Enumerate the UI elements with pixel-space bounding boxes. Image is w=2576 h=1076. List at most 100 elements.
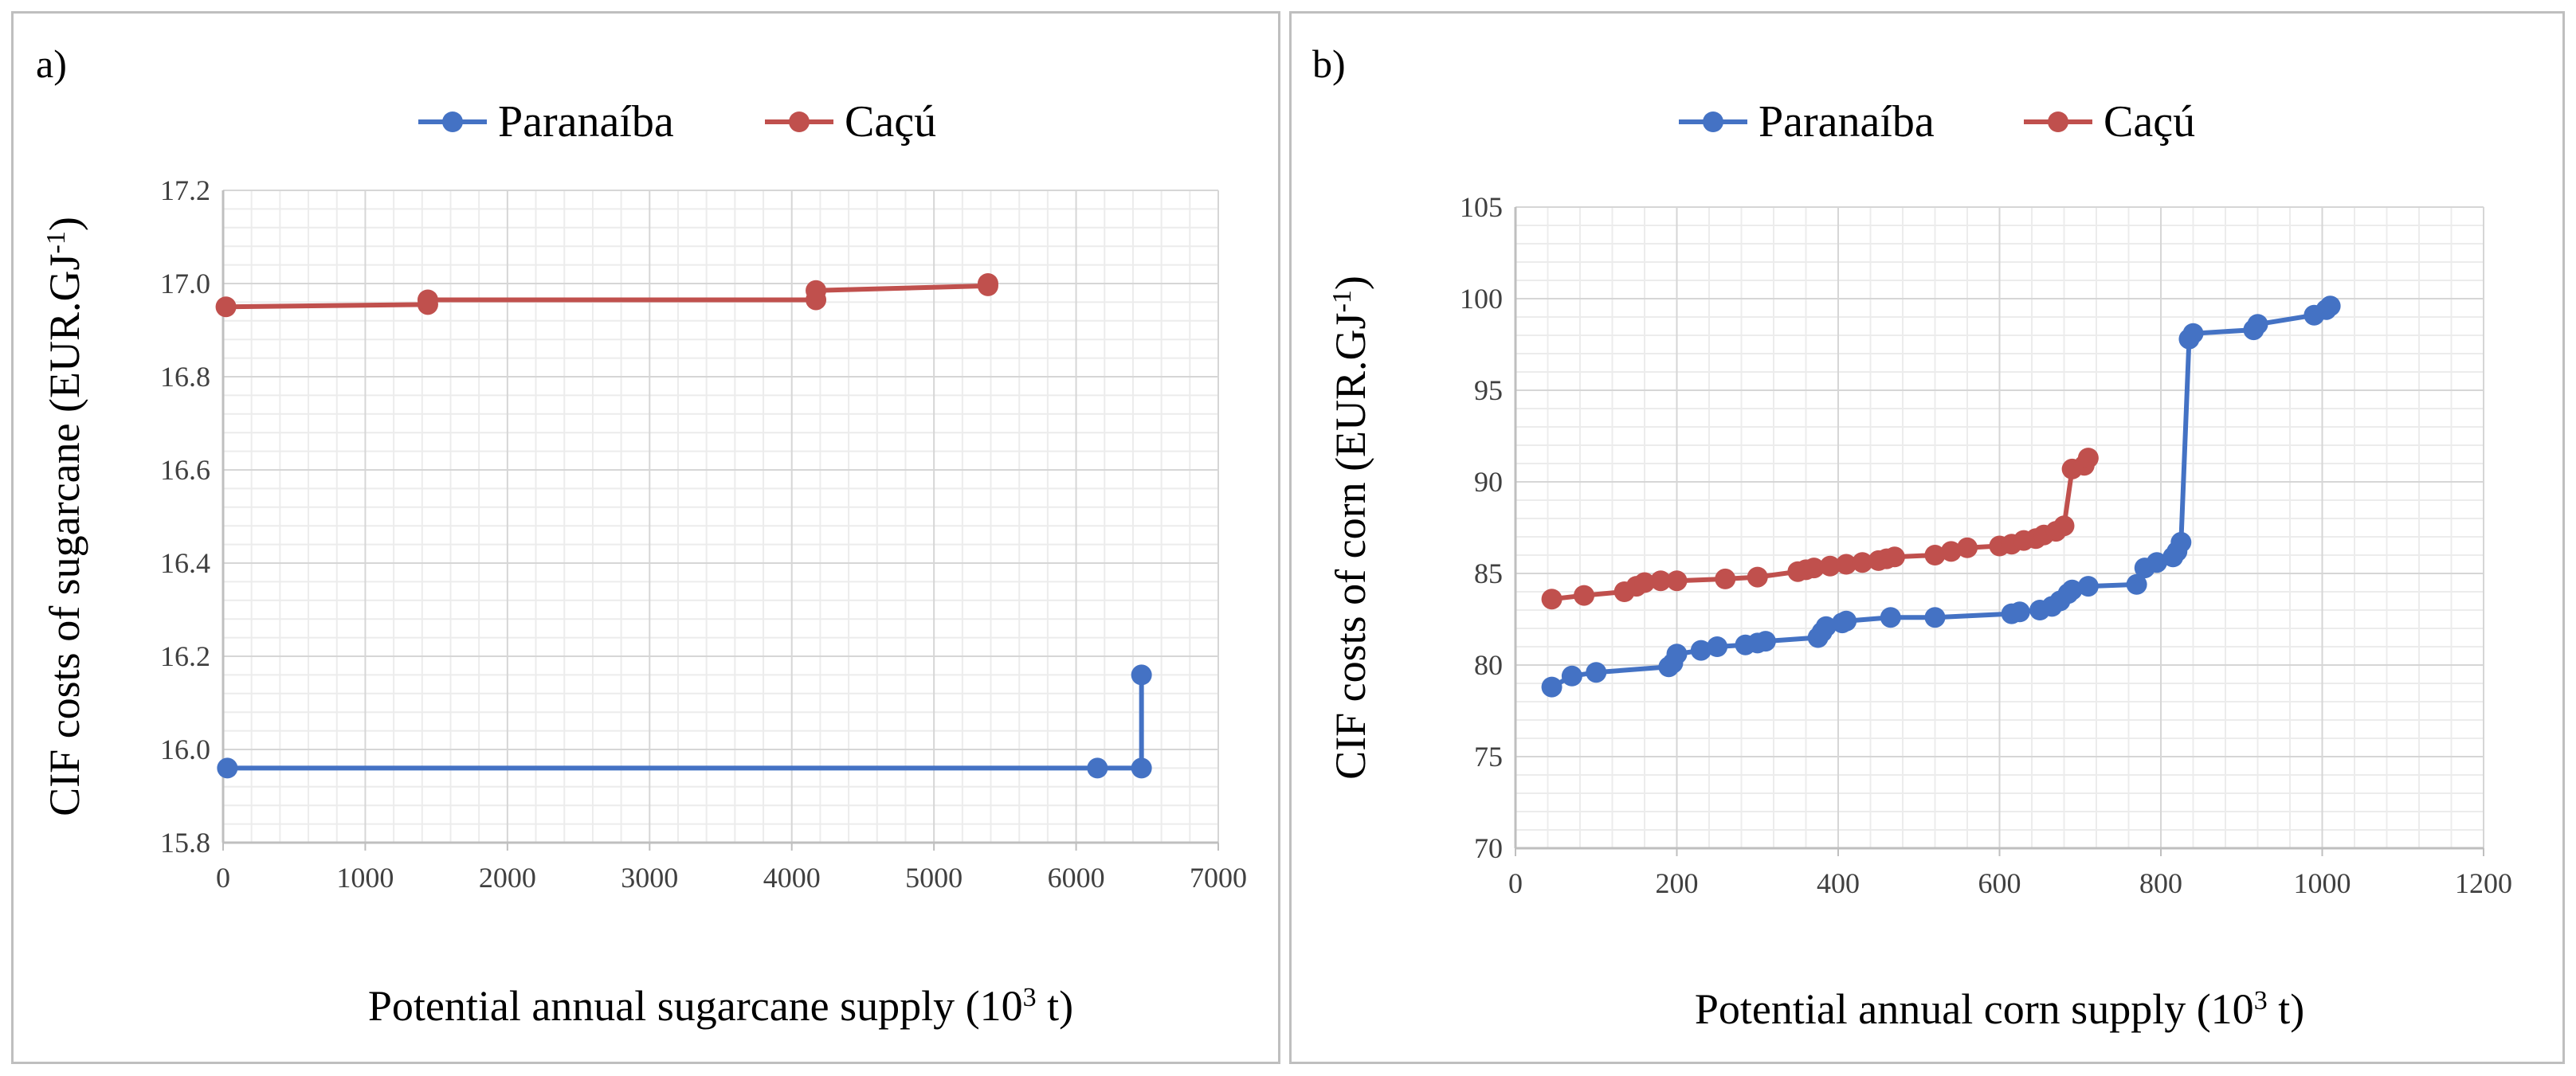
major-gridlines	[222, 190, 1219, 851]
y-tick-label: 95	[1474, 374, 1503, 406]
legend-label: Caçú	[845, 97, 936, 147]
x-tick-label: 200	[1656, 867, 1699, 899]
y-tick-label: 16.6	[160, 454, 210, 486]
chart-a: 0 1000 2000 3000 4000 5000 6000 7000 15.8 16.0 16.…	[36, 41, 1247, 1030]
legend-marker	[442, 112, 463, 132]
x-axis-title-main: Potential annual sugarcane supply (10	[368, 982, 1023, 1030]
data-point	[1634, 572, 1655, 593]
data-point	[1957, 537, 1978, 558]
data-point	[1541, 589, 1562, 610]
series	[1541, 448, 2099, 610]
data-point	[1574, 585, 1595, 606]
y-axis-title-main: CIF costs of corn (EUR.GJ	[1327, 312, 1374, 779]
data-point	[2009, 601, 2030, 623]
data-point	[1666, 644, 1688, 665]
data-point	[2077, 448, 2099, 469]
y-tick-label: 105	[1460, 191, 1503, 223]
data-point	[1131, 757, 1152, 779]
data-point	[1541, 676, 1562, 698]
data-point	[1852, 552, 1873, 573]
x-tick-label: 5000	[905, 862, 963, 894]
y-axis-title-end: )	[1327, 276, 1374, 290]
x-axis-title: Potential annual sugarcane supply (103 t…	[368, 982, 1073, 1030]
data-point	[2061, 579, 2083, 601]
legend-label: Paranaíba	[1759, 97, 1935, 147]
series	[1541, 295, 2341, 698]
data-point	[2146, 552, 2167, 573]
x-axis-title-superscript: 3	[1023, 983, 1037, 1012]
y-tick-label: 16.8	[160, 361, 210, 393]
data-point	[2170, 531, 2192, 553]
y-axis-title-superscript: -1	[1327, 290, 1357, 312]
x-tick-label: 1200	[2455, 867, 2512, 899]
x-axis-title-main: Potential annual corn supply (10	[1695, 985, 2254, 1033]
panel-label: b)	[1312, 41, 1346, 86]
x-tick-label: 800	[2139, 867, 2182, 899]
y-tick-label: 16.2	[160, 640, 210, 672]
data-point	[2182, 323, 2204, 344]
y-tick-label: 16.4	[160, 547, 210, 579]
legend-label: Paranaíba	[498, 97, 674, 147]
x-tick-label: 1000	[336, 862, 394, 894]
x-tick-label: 7000	[1190, 862, 1247, 894]
data-point	[1819, 555, 1841, 577]
x-axis-title: Potential annual corn supply (103 t)	[1695, 985, 2304, 1033]
data-point	[2126, 573, 2147, 595]
data-point	[2319, 295, 2341, 317]
y-axis-title: CIF costs of corn (EUR.GJ-1)	[1327, 276, 1374, 780]
legend-item: Caçú	[2024, 97, 2195, 147]
x-axis-title-end: t)	[2268, 985, 2305, 1033]
legend-marker	[2048, 112, 2068, 132]
x-tick-label: 2000	[479, 862, 536, 894]
data-point	[1836, 610, 1857, 632]
y-tick-label: 85	[1474, 558, 1503, 589]
data-point	[1131, 664, 1152, 686]
data-point	[1803, 558, 1825, 579]
legend-item: Caçú	[765, 97, 936, 147]
data-point	[1940, 541, 1962, 562]
x-axis-title-superscript: 3	[2254, 986, 2268, 1015]
data-point	[1755, 631, 1776, 652]
y-axis-title-superscript: -1	[41, 231, 71, 253]
chart-panel-a: 0 1000 2000 3000 4000 5000 6000 7000 15.8 16.0 16.…	[11, 11, 1280, 1064]
data-point	[2053, 515, 2075, 537]
series	[215, 273, 998, 318]
data-point	[2247, 314, 2268, 335]
x-tick-label: 1000	[2294, 867, 2351, 899]
data-point	[1650, 570, 1672, 592]
y-tick-label: 75	[1474, 741, 1503, 773]
data-point	[1880, 607, 1901, 628]
y-tick-label: 17.0	[160, 268, 210, 299]
y-tick-label: 15.8	[160, 827, 210, 859]
data-point	[1884, 546, 1905, 568]
y-tick-label: 80	[1474, 649, 1503, 681]
y-tick-label: 90	[1474, 466, 1503, 498]
legend-label: Caçú	[2104, 97, 2195, 147]
data-point	[1087, 757, 1108, 779]
series-line	[227, 675, 1144, 771]
series	[217, 664, 1152, 779]
x-axis-title-end: t)	[1037, 982, 1074, 1030]
y-tick-label: 17.2	[160, 174, 210, 206]
chart-b: 0 200 400 600 800 1000 1200 70 75 80 85 90 95 100 105 b…	[1312, 41, 2512, 1033]
y-tick-label: 16.0	[160, 734, 210, 765]
x-tick-label: 6000	[1048, 862, 1105, 894]
series-line	[1551, 303, 2332, 690]
x-tick-label: 0	[1508, 867, 1523, 899]
data-point	[1690, 640, 1711, 661]
data-point	[1836, 554, 1857, 575]
legend-item: Paranaíba	[418, 97, 674, 147]
legend-marker	[789, 112, 810, 132]
series-line	[225, 283, 990, 310]
data-point	[1924, 545, 1946, 565]
chart-panel-b: 0 200 400 600 800 1000 1200 70 75 80 85 90 95 100 105 b…	[1289, 11, 2565, 1064]
legend-item: Paranaíba	[1679, 97, 1935, 147]
minor-gridlines	[223, 190, 1218, 843]
x-tick-label: 0	[216, 862, 230, 894]
y-axis-title-main: CIF costs of sugarcane (EUR.GJ	[41, 253, 88, 816]
data-point	[977, 273, 998, 294]
data-point	[1815, 616, 1837, 637]
data-point	[1707, 636, 1728, 657]
data-point	[1561, 665, 1582, 687]
data-point	[2077, 576, 2099, 597]
